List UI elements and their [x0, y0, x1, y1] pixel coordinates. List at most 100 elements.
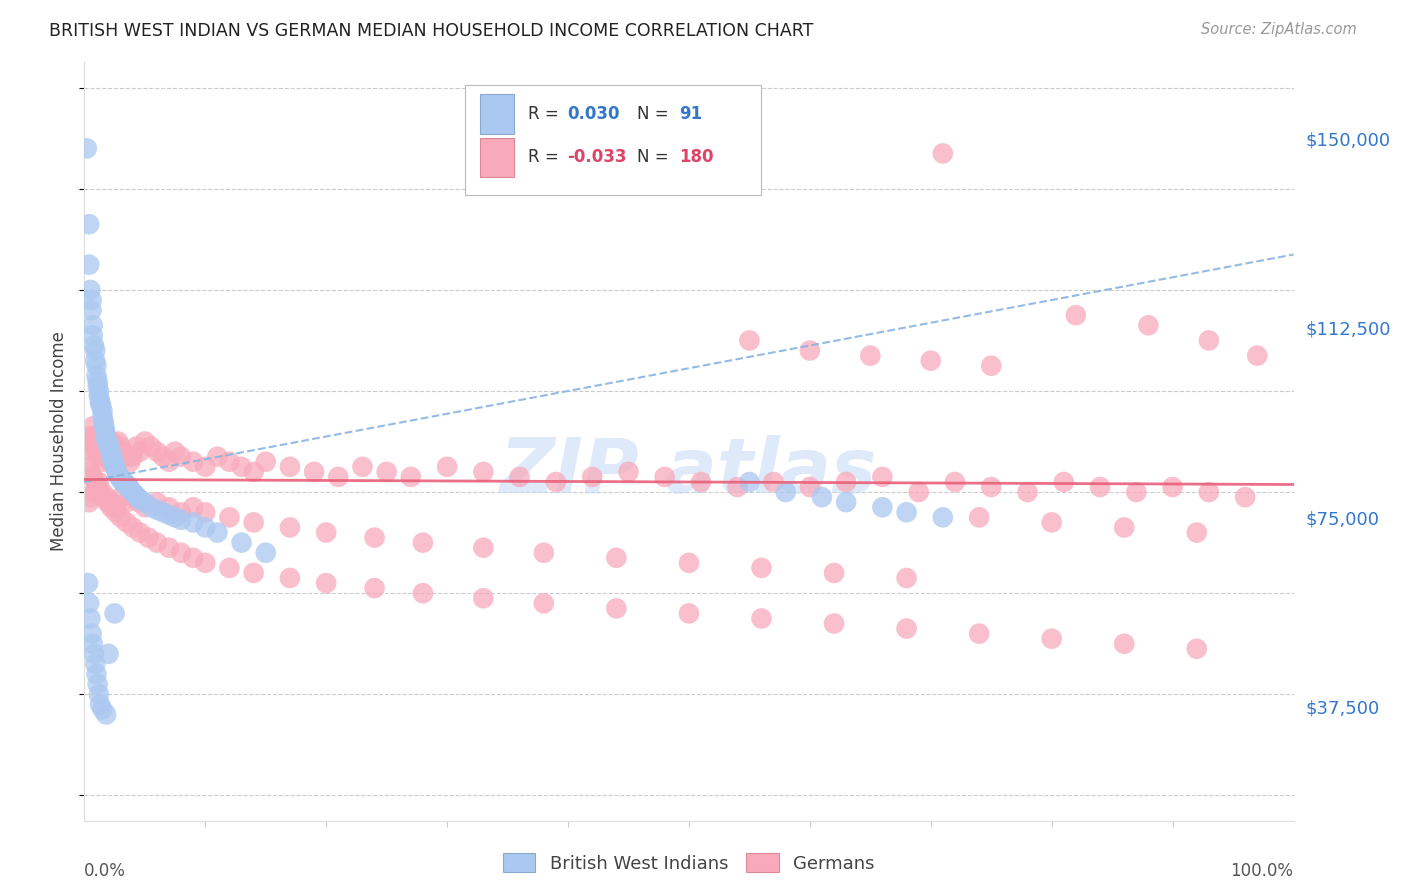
Point — [82, 328, 104, 343]
Point — [89, 396, 111, 410]
Point — [509, 470, 531, 484]
Point — [98, 455, 121, 469]
Point — [544, 475, 567, 489]
Text: -0.033: -0.033 — [567, 148, 626, 166]
Point — [207, 525, 229, 540]
Point — [254, 546, 277, 560]
Legend: British West Indians, Germans: British West Indians, Germans — [496, 846, 882, 880]
Point — [157, 500, 180, 515]
Point — [170, 505, 193, 519]
Point — [104, 444, 127, 458]
Point — [77, 444, 100, 458]
Point — [80, 440, 103, 454]
Point — [690, 475, 713, 489]
Point — [100, 444, 122, 458]
Point — [120, 483, 142, 497]
Point — [799, 480, 821, 494]
Point — [79, 465, 101, 479]
Text: N =: N = — [637, 105, 673, 123]
Point — [104, 500, 127, 515]
Point — [967, 626, 990, 640]
Point — [835, 495, 858, 509]
Point — [751, 561, 773, 575]
Point — [82, 419, 104, 434]
Point — [1114, 520, 1136, 534]
Point — [218, 510, 240, 524]
Point — [103, 440, 125, 454]
Text: BRITISH WEST INDIAN VS GERMAN MEDIAN HOUSEHOLD INCOME CORRELATION CHART: BRITISH WEST INDIAN VS GERMAN MEDIAN HOU… — [49, 22, 814, 40]
Point — [823, 616, 845, 631]
Point — [86, 667, 108, 681]
Point — [117, 480, 139, 494]
Point — [967, 510, 990, 524]
Point — [1234, 490, 1257, 504]
Point — [82, 637, 104, 651]
Point — [920, 353, 942, 368]
Point — [77, 495, 100, 509]
Point — [94, 429, 117, 443]
Point — [115, 495, 138, 509]
Point — [146, 535, 169, 549]
Point — [91, 409, 114, 424]
Point — [138, 531, 160, 545]
Point — [77, 258, 100, 272]
Point — [120, 455, 142, 469]
Point — [170, 450, 193, 464]
Point — [97, 440, 120, 454]
Y-axis label: Median Household Income: Median Household Income — [51, 332, 69, 551]
Point — [254, 455, 277, 469]
Point — [678, 556, 700, 570]
Point — [112, 444, 135, 458]
Point — [1064, 308, 1087, 322]
Point — [328, 470, 350, 484]
Point — [94, 707, 117, 722]
Point — [76, 141, 98, 155]
Point — [157, 455, 180, 469]
Point — [980, 359, 1002, 373]
Point — [823, 566, 845, 580]
Point — [436, 459, 458, 474]
Point — [129, 525, 152, 540]
Point — [87, 434, 110, 449]
Point — [1198, 485, 1220, 500]
Point — [86, 480, 108, 494]
FancyBboxPatch shape — [465, 85, 762, 195]
Point — [93, 417, 115, 431]
Point — [207, 450, 229, 464]
Point — [82, 470, 104, 484]
Point — [1125, 485, 1147, 500]
Point — [315, 576, 337, 591]
Point — [115, 450, 138, 464]
Point — [170, 546, 193, 560]
Text: 100.0%: 100.0% — [1230, 863, 1294, 880]
Point — [134, 434, 156, 449]
Point — [89, 698, 111, 712]
Point — [104, 462, 127, 476]
Point — [738, 334, 761, 348]
Point — [181, 516, 204, 530]
Point — [605, 601, 627, 615]
Point — [1198, 334, 1220, 348]
Point — [93, 414, 115, 428]
Point — [91, 404, 114, 418]
Text: 91: 91 — [679, 105, 703, 123]
Point — [1053, 475, 1076, 489]
Point — [103, 455, 125, 469]
Point — [110, 510, 132, 524]
Point — [112, 475, 135, 489]
Text: R =: R = — [529, 105, 564, 123]
Point — [194, 520, 217, 534]
Point — [932, 146, 955, 161]
Point — [194, 556, 217, 570]
Point — [107, 434, 129, 449]
Point — [79, 283, 101, 297]
Point — [121, 520, 143, 534]
Point — [242, 465, 264, 479]
Point — [112, 475, 135, 489]
Point — [859, 349, 882, 363]
Point — [152, 505, 174, 519]
Point — [84, 353, 107, 368]
Point — [89, 429, 111, 443]
Point — [86, 359, 108, 373]
Point — [472, 541, 495, 555]
